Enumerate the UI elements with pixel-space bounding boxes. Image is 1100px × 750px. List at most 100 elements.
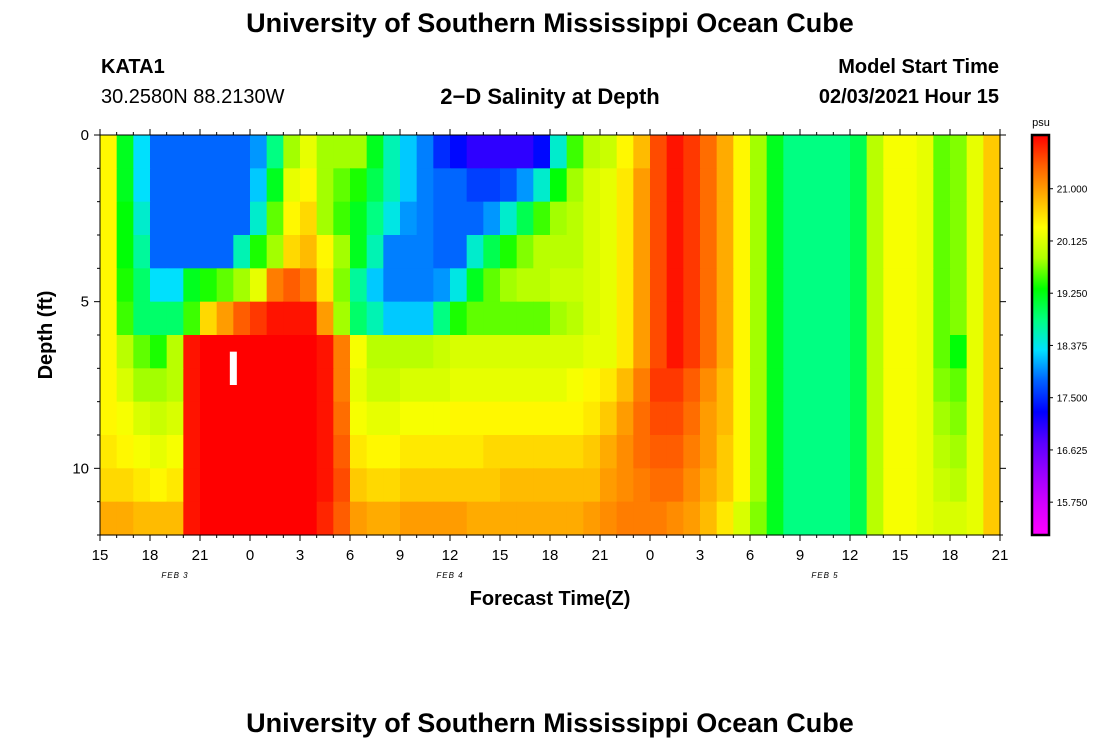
heatmap-cell <box>100 435 118 469</box>
heatmap-cell <box>166 268 184 303</box>
heatmap-cell <box>533 135 551 169</box>
heatmap-cell <box>316 501 334 536</box>
heatmap-cell <box>250 435 268 469</box>
heatmap-cell <box>333 335 351 369</box>
heatmap-cell <box>533 268 551 303</box>
heatmap-cell <box>350 235 368 269</box>
x-tick-label: 3 <box>296 547 304 564</box>
heatmap-cell <box>483 401 501 436</box>
heatmap-cell <box>133 401 151 436</box>
heatmap-cell <box>550 301 568 336</box>
heatmap-cell <box>783 335 801 369</box>
heatmap-cell <box>716 368 734 403</box>
heatmap-cell <box>350 368 368 403</box>
heatmap-cell <box>516 135 534 169</box>
heatmap-cell <box>883 201 901 236</box>
heatmap-cell <box>966 168 984 203</box>
colorbar-tick-label: 15.750 <box>1057 498 1088 509</box>
heatmap-cell <box>933 335 951 369</box>
heatmap-cell <box>100 368 118 403</box>
heatmap-cell <box>850 335 868 369</box>
heatmap-cell <box>900 435 918 469</box>
heatmap-cell <box>983 368 1001 403</box>
heatmap-cell <box>300 268 318 303</box>
model-start-value: 02/03/2021 Hour 15 <box>818 86 999 108</box>
heatmap-cell <box>500 135 518 169</box>
heatmap-cell <box>950 201 968 236</box>
heatmap-cell <box>283 301 301 336</box>
heatmap-cell <box>600 401 618 436</box>
heatmap-cell <box>333 235 351 269</box>
heatmap-cell <box>600 335 618 369</box>
heatmap-cell <box>916 235 934 269</box>
heatmap-cell <box>666 401 684 436</box>
heatmap-cell <box>733 235 751 269</box>
heatmap-cell <box>816 135 834 169</box>
heatmap-cell <box>283 201 301 236</box>
heatmap-cell <box>116 268 134 303</box>
heatmap-cell <box>350 401 368 436</box>
heatmap-cell <box>183 301 201 336</box>
heatmap-cell <box>366 201 384 236</box>
heatmap-cell <box>666 368 684 403</box>
heatmap-cell <box>566 368 584 403</box>
heatmap-cell <box>650 435 668 469</box>
heatmap-cell <box>933 135 951 169</box>
heatmap-cell <box>266 468 284 503</box>
heatmap-cell <box>583 401 601 436</box>
heatmap-cell <box>533 235 551 269</box>
heatmap-cell <box>950 268 968 303</box>
heatmap-cell <box>550 401 568 436</box>
heatmap-cell <box>383 335 401 369</box>
heatmap-cell <box>933 501 951 536</box>
colorbar-tick-label: 16.625 <box>1057 446 1088 457</box>
heatmap-cell <box>133 501 151 536</box>
heatmap-cell <box>516 335 534 369</box>
heatmap-cell <box>850 268 868 303</box>
heatmap-cell <box>266 201 284 236</box>
heatmap-cell <box>333 201 351 236</box>
heatmap-cell <box>583 268 601 303</box>
heatmap-cell <box>150 235 168 269</box>
heatmap-cell <box>483 168 501 203</box>
heatmap-cell <box>950 368 968 403</box>
heatmap-cell <box>300 235 318 269</box>
heatmap-cell <box>316 135 334 169</box>
x-tick-label: 21 <box>992 547 1009 564</box>
heatmap-cell <box>700 301 718 336</box>
heatmap-cell <box>633 235 651 269</box>
heatmap-cell <box>533 501 551 536</box>
heatmap-cell <box>766 201 784 236</box>
heatmap-cell <box>883 235 901 269</box>
heatmap-cell <box>983 135 1001 169</box>
heatmap-cell <box>300 335 318 369</box>
heatmap-cell <box>800 201 818 236</box>
heatmap-cell <box>883 401 901 436</box>
heatmap-cell <box>300 401 318 436</box>
heatmap-cell <box>450 135 468 169</box>
heatmap-cell <box>650 168 668 203</box>
heatmap-cell <box>983 235 1001 269</box>
heatmap-cell <box>900 135 918 169</box>
heatmap-cell <box>883 268 901 303</box>
heatmap-cell <box>883 135 901 169</box>
heatmap-cell <box>633 501 651 536</box>
heatmap-cell <box>450 401 468 436</box>
heatmap-cell <box>366 135 384 169</box>
heatmap-cell <box>716 401 734 436</box>
heatmap-cell <box>333 168 351 203</box>
heatmap-cell <box>700 201 718 236</box>
heatmap-cell <box>383 201 401 236</box>
heatmap-cell <box>133 435 151 469</box>
heatmap-cell <box>433 268 451 303</box>
heatmap-cell <box>216 368 234 403</box>
heatmap-cell <box>566 168 584 203</box>
heatmap-cell <box>250 501 268 536</box>
heatmap-cell <box>200 335 218 369</box>
heatmap-cell <box>150 401 168 436</box>
x-tick-label: 9 <box>396 547 404 564</box>
heatmap-cell <box>450 501 468 536</box>
heatmap-cell <box>166 501 184 536</box>
heatmap-cell <box>283 268 301 303</box>
heatmap-cell <box>800 468 818 503</box>
